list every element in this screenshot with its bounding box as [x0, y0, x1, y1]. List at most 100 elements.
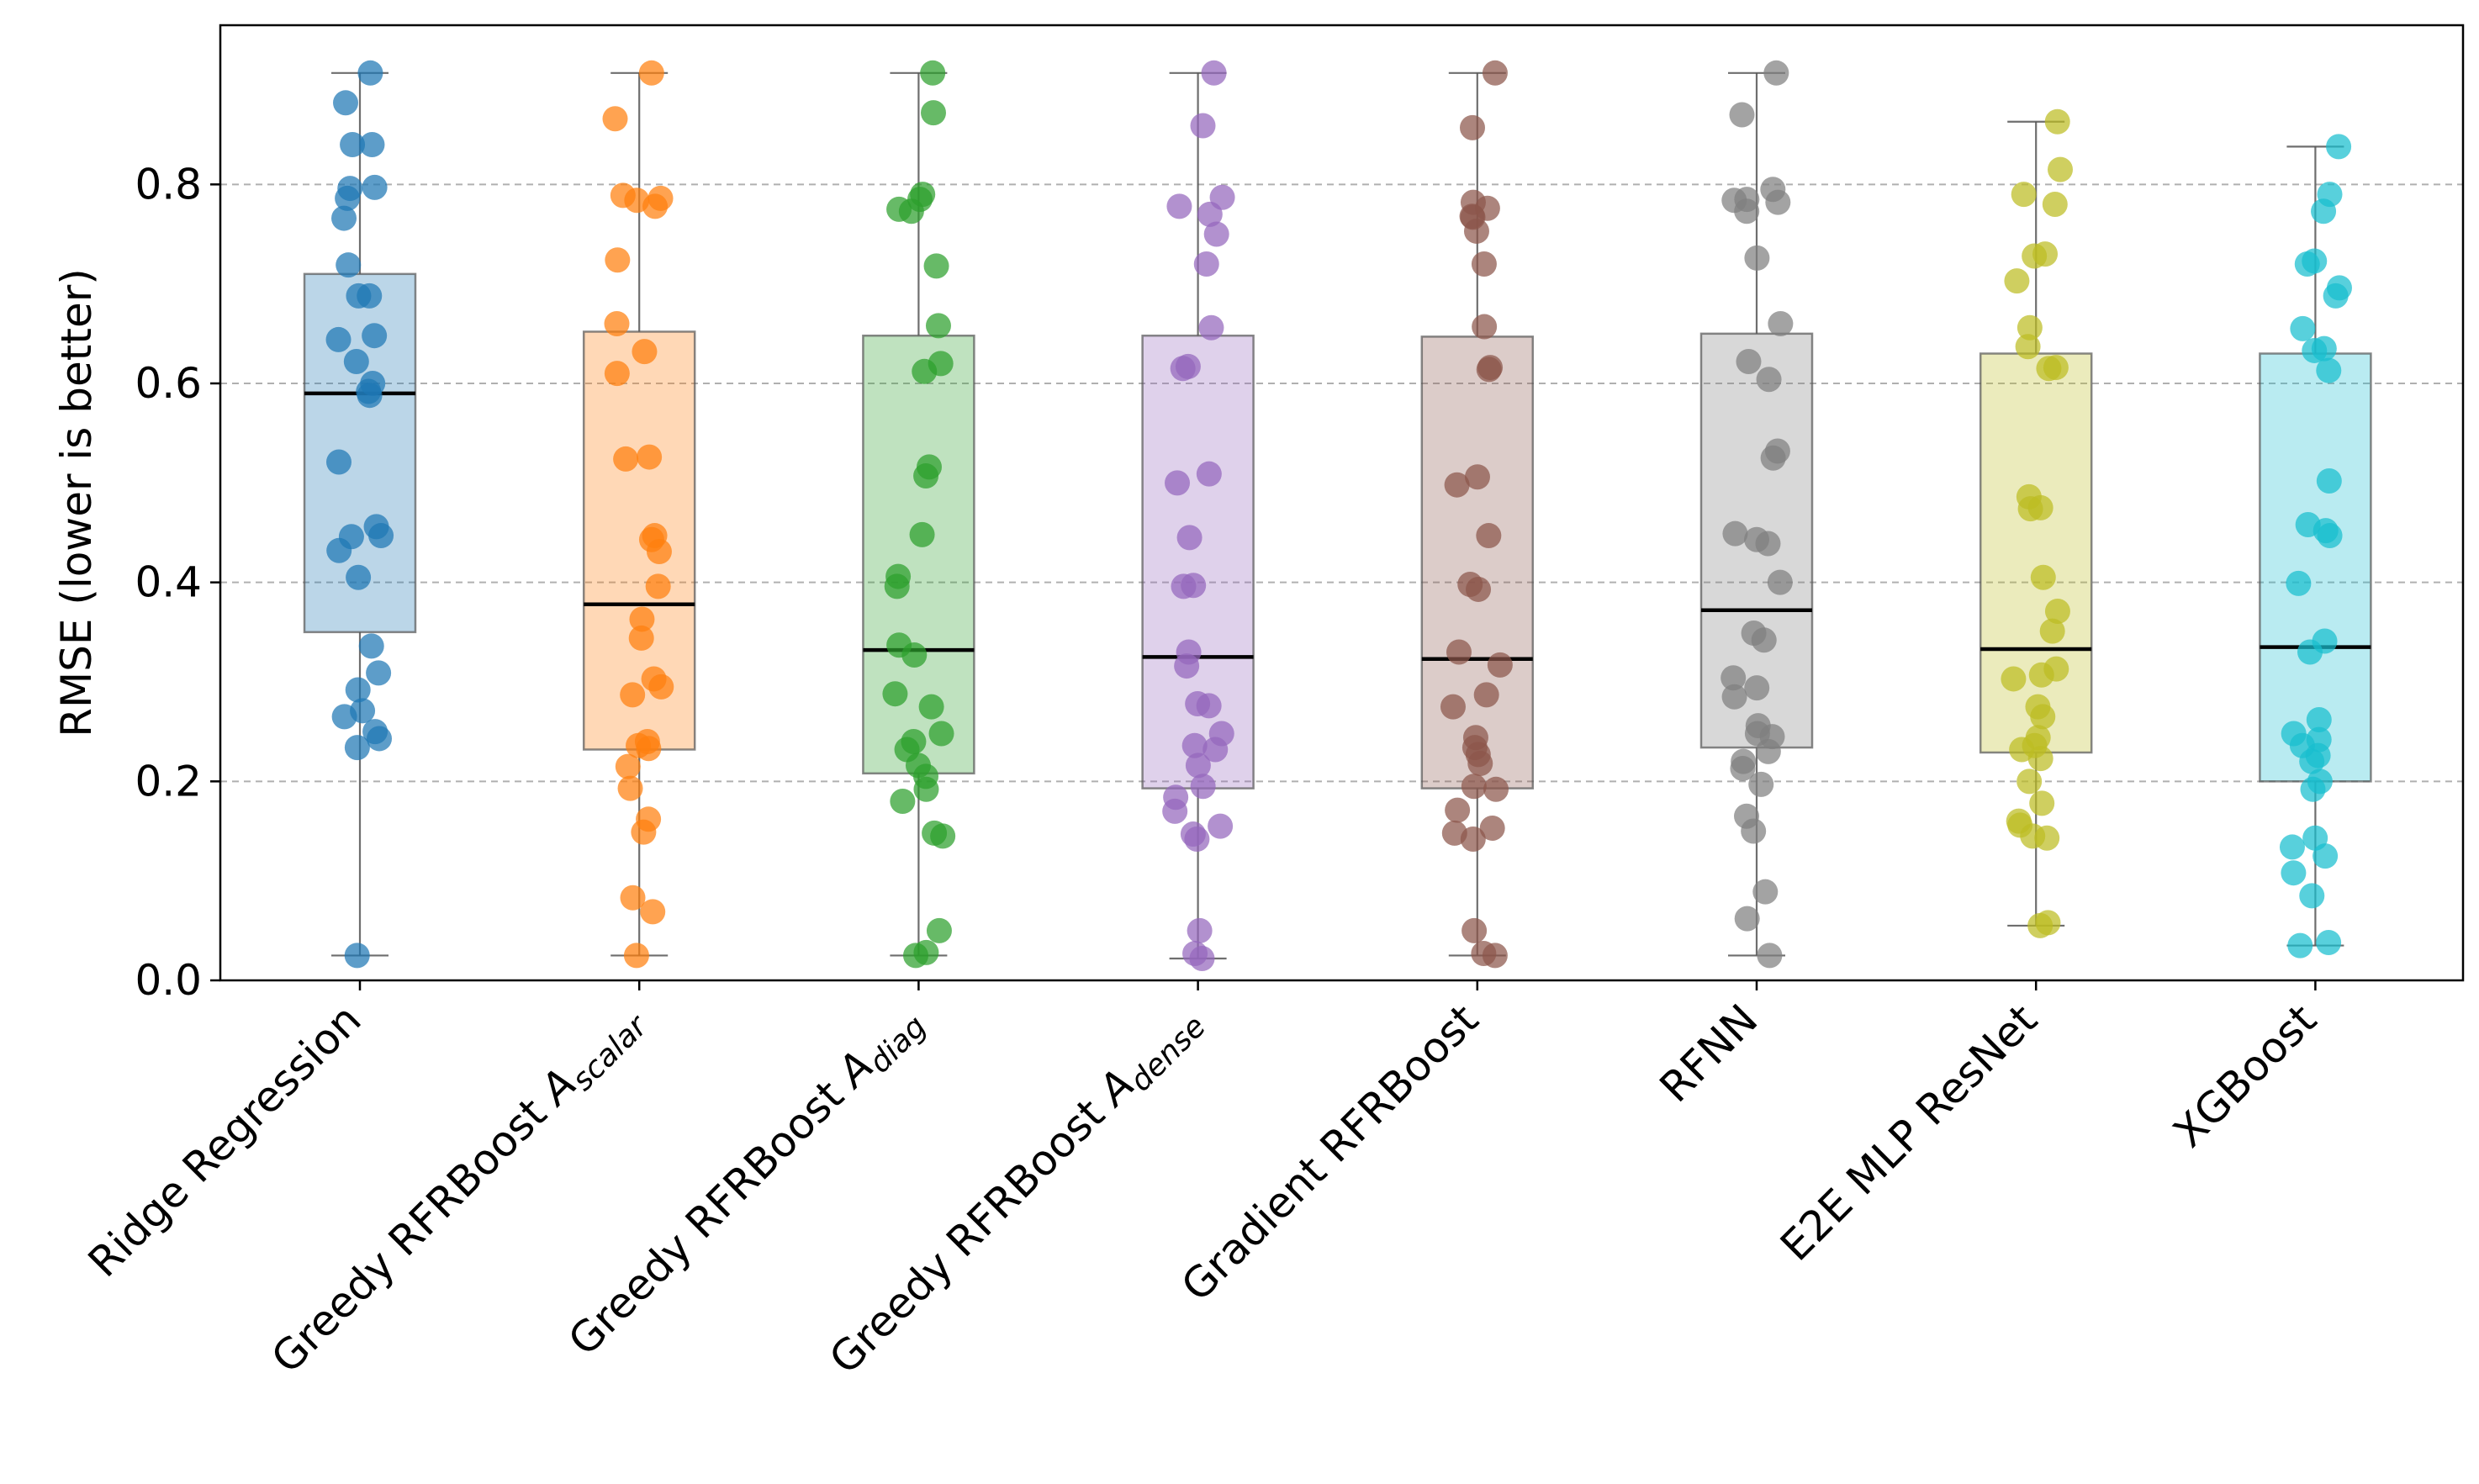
y-tick-label: 0.4: [135, 558, 202, 607]
data-point: [1466, 576, 1492, 602]
data-point: [620, 885, 646, 911]
data-point: [638, 60, 664, 86]
data-point: [1755, 738, 1781, 764]
data-point: [648, 673, 674, 700]
data-point: [366, 660, 392, 686]
data-point: [623, 943, 649, 969]
data-point: [1472, 314, 1498, 340]
data-point: [605, 247, 631, 273]
data-point: [344, 943, 370, 969]
data-point: [2306, 706, 2332, 732]
data-point: [1744, 245, 1770, 271]
data-point: [632, 339, 658, 365]
data-point: [637, 444, 663, 470]
y-axis-label: RMSE (lower is better): [52, 268, 101, 737]
data-point: [1176, 525, 1202, 551]
data-point: [2287, 932, 2313, 959]
data-point: [1744, 675, 1770, 701]
data-point: [357, 383, 383, 409]
data-point: [923, 253, 949, 279]
y-tick-label: 0.8: [135, 160, 202, 209]
data-point: [1196, 693, 1222, 719]
data-point: [604, 361, 630, 387]
data-point: [1471, 251, 1497, 277]
data-point: [362, 323, 388, 349]
data-point: [1446, 639, 1472, 665]
data-point: [335, 185, 361, 211]
data-point: [902, 943, 928, 969]
data-point: [1440, 694, 1466, 720]
data-point: [2299, 883, 2325, 909]
data-point: [913, 776, 939, 802]
data-point: [1170, 356, 1196, 382]
data-point: [357, 283, 383, 309]
data-point: [1202, 737, 1229, 763]
data-point: [1751, 627, 1777, 653]
data-point: [1208, 813, 1234, 839]
data-point: [2311, 198, 2337, 224]
y-tick-label: 0.6: [135, 359, 202, 408]
data-point: [368, 523, 394, 549]
data-point: [333, 90, 359, 116]
data-point: [1190, 774, 1216, 800]
data-point: [1734, 198, 1760, 224]
data-point: [1722, 520, 1748, 547]
data-point: [1171, 573, 1197, 599]
data-point: [1196, 461, 1222, 487]
data-point: [1174, 653, 1200, 679]
data-point: [918, 694, 944, 720]
data-point: [2300, 776, 2326, 802]
data-point: [2022, 243, 2048, 269]
data-point: [2048, 156, 2074, 182]
data-point: [1721, 684, 1747, 710]
data-point: [1734, 906, 1760, 932]
data-point: [1487, 652, 1513, 678]
data-point: [326, 537, 352, 563]
data-point: [336, 252, 362, 278]
data-point: [1479, 815, 1505, 841]
data-point: [2286, 570, 2312, 596]
data-point: [912, 358, 938, 384]
data-point: [2017, 496, 2043, 522]
data-point: [1763, 60, 1789, 86]
grid-lines: [220, 183, 2463, 783]
box-group: [1420, 71, 1535, 957]
data-point: [602, 106, 628, 132]
data-point: [1193, 251, 1219, 277]
data-point: [636, 736, 662, 762]
data-point: [2009, 737, 2035, 763]
points: [325, 60, 2352, 971]
data-point: [367, 726, 393, 752]
data-point: [362, 174, 388, 200]
data-point: [1720, 665, 1747, 691]
data-point: [1467, 751, 1493, 777]
data-point: [2016, 768, 2043, 795]
data-point: [1166, 193, 1192, 219]
data-point: [2011, 182, 2037, 208]
data-point: [1462, 917, 1488, 943]
data-point: [2297, 639, 2323, 665]
data-point: [340, 132, 366, 157]
data-point: [1201, 60, 1227, 86]
data-point: [2027, 912, 2054, 938]
data-point: [925, 313, 951, 339]
data-point: [1752, 879, 1779, 905]
data-point: [331, 704, 357, 730]
data-point: [2294, 251, 2320, 277]
data-point: [1768, 311, 1794, 336]
data-point: [2034, 825, 2060, 851]
data-point: [604, 311, 630, 336]
data-point: [1765, 189, 1791, 215]
data-point: [359, 132, 385, 157]
data-point: [2281, 860, 2307, 886]
data-point: [913, 463, 939, 489]
data-point: [325, 326, 352, 352]
data-point: [1461, 774, 1487, 800]
data-point: [1197, 201, 1223, 227]
data-point: [613, 446, 639, 472]
data-point: [2015, 334, 2041, 360]
data-point: [331, 205, 357, 231]
data-point: [2044, 108, 2070, 135]
data-point: [1767, 569, 1793, 595]
